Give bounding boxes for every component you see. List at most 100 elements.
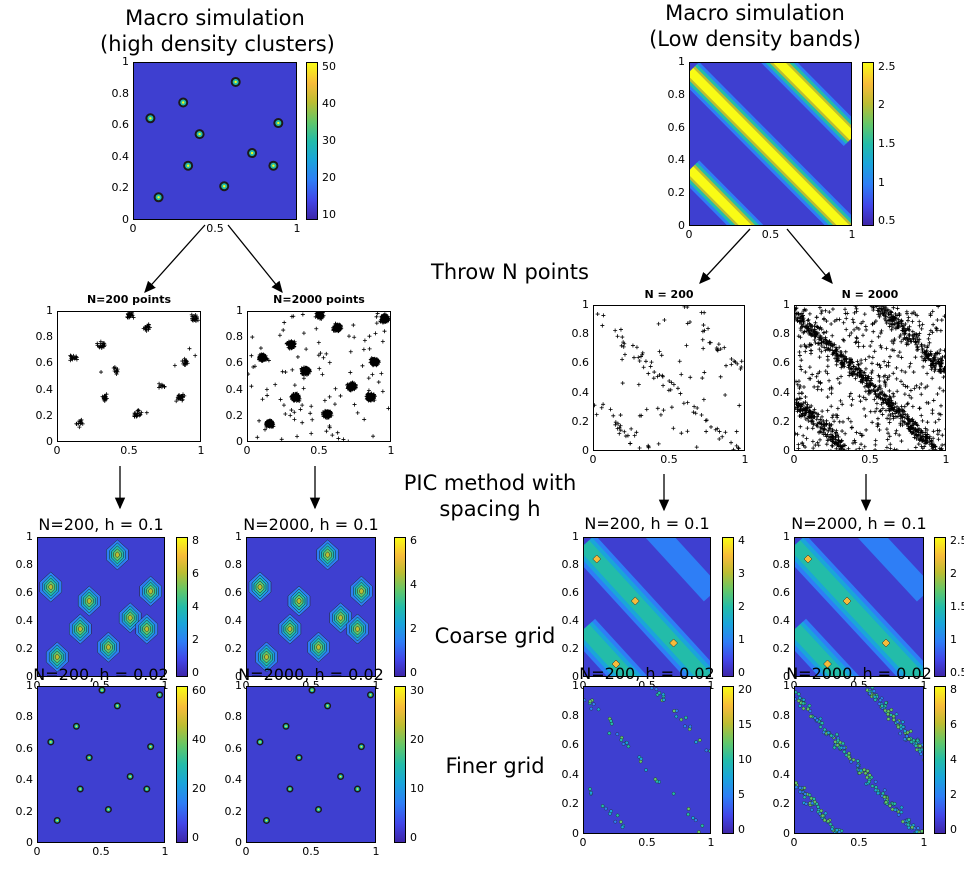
macro-left-title: Macro simulation (high density clusters): [100, 5, 335, 57]
plot-canvas: [690, 63, 851, 225]
x-tick-label: 0.5: [660, 453, 678, 466]
colorbar: [394, 686, 406, 843]
y-tick-label: 0.6: [225, 356, 244, 370]
colorbar-tick-label: 4: [738, 534, 745, 548]
plot-canvas: [795, 687, 923, 833]
x-tick-label: 1: [920, 679, 928, 692]
y-tick-label: 0.4: [224, 614, 243, 627]
y-tick-label: 0.8: [224, 710, 243, 724]
y-tick-label: 0.2: [772, 797, 791, 811]
panel-title: N=200, h = 0.1: [584, 514, 710, 533]
y-tick-label: 0.6: [667, 120, 686, 134]
x-tick-label: 0.5: [761, 228, 780, 241]
colorbar-tick-label: 0: [192, 665, 199, 679]
plot-canvas: [795, 306, 945, 450]
y-tick-label: 0.8: [772, 558, 791, 571]
colorbar-tick-label: 2: [738, 600, 745, 613]
y-tick-label: 0.8: [111, 86, 130, 100]
y-tick-label: 0.6: [15, 741, 34, 755]
y-tick-label: 1: [122, 55, 129, 68]
y-tick-label: 1: [26, 679, 33, 692]
colorbar-tick-label: 15: [738, 718, 752, 732]
colorbar-tick-label: 30: [322, 134, 336, 147]
y-tick-label: 1: [783, 298, 790, 311]
x-tick-label: 0: [242, 679, 250, 692]
panel-title: N=2000, h = 0.1: [243, 515, 379, 534]
y-tick-label: 0.2: [15, 804, 34, 818]
x-tick-label: 1: [372, 679, 380, 692]
macro-right-title-line1: Macro simulation: [665, 1, 845, 25]
y-tick-label: 0.4: [772, 614, 791, 627]
pic-method-line2: spacing h: [439, 497, 541, 521]
panel-title: N=200, h = 0.1: [38, 515, 164, 534]
y-tick-label: 0: [582, 444, 589, 457]
y-tick-label: 0.6: [561, 738, 580, 752]
x-tick-label: 0.5: [310, 444, 328, 457]
y-tick-label: 0.8: [667, 87, 686, 101]
panel-title: N=200, h = 0.02: [33, 665, 169, 684]
colorbar: [306, 62, 318, 220]
colorbar-tick-label: 4: [410, 578, 417, 592]
panel-title: N=200 points: [86, 293, 172, 306]
plot-area: [57, 311, 201, 442]
macro-right-title: Macro simulation (Low density bands): [640, 0, 870, 52]
plot-canvas: [134, 63, 296, 219]
colorbar: [934, 686, 946, 834]
plot-canvas: [248, 312, 390, 441]
colorbar: [176, 537, 188, 677]
colorbar-tick-label: 10: [738, 753, 752, 766]
y-tick-label: 0.6: [561, 586, 580, 599]
y-tick-label: 0.6: [224, 586, 243, 599]
x-tick-label: 0.5: [92, 845, 110, 858]
y-tick-label: 0: [122, 213, 129, 226]
y-tick-label: 0.2: [35, 408, 54, 422]
y-tick-label: 0.2: [667, 186, 686, 200]
x-tick-label: 1: [707, 679, 715, 692]
y-tick-label: 0.6: [15, 586, 34, 599]
y-tick-label: 1: [572, 679, 579, 692]
colorbar: [722, 537, 734, 677]
y-tick-label: 0.4: [772, 767, 791, 781]
colorbar-tick-label: 8: [950, 683, 957, 697]
y-tick-label: 0.4: [15, 614, 34, 627]
finer-grid-label: Finer grid: [445, 754, 545, 778]
colorbar-tick-label: 4: [192, 600, 199, 613]
colorbar: [862, 62, 874, 226]
y-tick-label: 0.6: [35, 356, 54, 370]
colorbar-tick-label: 1: [950, 632, 957, 646]
colorbar-tick-label: 50: [322, 59, 336, 73]
y-tick-label: 0.6: [571, 356, 590, 370]
y-tick-label: 0.8: [571, 327, 590, 341]
x-tick-label: 0: [579, 836, 587, 849]
colorbar: [934, 537, 946, 677]
plot-canvas: [247, 687, 375, 842]
x-tick-label: 0: [33, 679, 41, 692]
colorbar-tick-label: 2.5: [950, 534, 964, 548]
plot-area: [37, 686, 165, 843]
x-tick-label: 0: [33, 845, 41, 858]
x-tick-label: 1: [372, 845, 380, 858]
y-tick-label: 0: [572, 827, 579, 840]
colorbar-tick-label: 6: [950, 718, 957, 732]
plot-area: [794, 305, 946, 451]
plot-area: [37, 537, 165, 677]
colorbar-tick-label: 40: [192, 732, 206, 746]
y-tick-label: 1: [783, 530, 790, 543]
colorbar-tick-label: 1.5: [950, 600, 964, 613]
x-tick-label: 0.5: [120, 444, 138, 457]
y-tick-label: 0.8: [35, 330, 54, 344]
plot-area: [593, 305, 745, 451]
colorbar-tick-label: 0: [950, 822, 957, 836]
y-tick-label: 0: [236, 435, 243, 448]
panel-title: N=2000, h = 0.02: [786, 664, 932, 683]
x-tick-label: 0.5: [302, 845, 320, 858]
plot-canvas: [38, 538, 164, 676]
colorbar-tick-label: 20: [738, 683, 752, 697]
y-tick-label: 0.6: [224, 741, 243, 755]
y-tick-label: 0: [26, 836, 33, 849]
colorbar-tick-label: 30: [410, 683, 424, 697]
plot-area: [246, 686, 376, 843]
x-tick-label: 0: [589, 453, 597, 466]
colorbar-tick-label: 6: [410, 534, 417, 548]
colorbar-tick-label: 0.5: [878, 214, 896, 228]
